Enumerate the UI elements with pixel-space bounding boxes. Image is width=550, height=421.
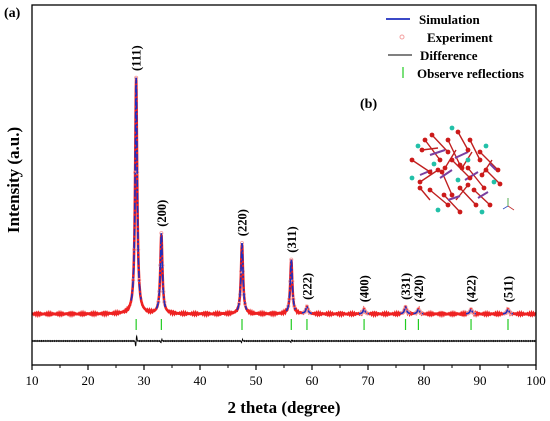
peak-labels: (111) (200) (220) (311) (222) (400) (331)(420)…	[130, 45, 516, 302]
panel-label-a: (a)	[4, 6, 21, 21]
x-axis-ticks: 10 20 30 40 50 60 70 80 90 100	[26, 365, 546, 388]
peak-label: (422)	[465, 275, 479, 302]
difference-line	[31, 334, 537, 347]
x-tick-label: 20	[82, 373, 95, 388]
crystal-structure-inset	[409, 125, 515, 215]
legend-experiment-label: Experiment	[427, 30, 493, 45]
experiment-line	[31, 77, 537, 319]
y-axis-label: Intensity (a.u.)	[4, 127, 23, 233]
peak-label: (420)	[412, 275, 426, 302]
peak-label: (111)	[130, 45, 144, 71]
peak-label: (200)	[155, 200, 169, 227]
legend-simulation-label: Simulation	[419, 12, 480, 27]
simulation-peak	[155, 233, 167, 310]
simulation-peak	[400, 305, 411, 315]
simulation-peak	[413, 308, 424, 315]
difference-series	[31, 334, 537, 347]
legend-difference-label: Difference	[420, 48, 478, 63]
x-tick-label: 10	[26, 373, 39, 388]
simulation-peak	[130, 77, 142, 301]
legend-experiment-swatch	[399, 34, 405, 40]
simulation-peak	[285, 259, 297, 312]
peak-label: (311)	[285, 226, 299, 252]
x-tick-label: 40	[194, 373, 207, 388]
x-tick-label: 70	[362, 373, 375, 388]
peak-label: (220)	[236, 209, 250, 236]
simulation-peak	[465, 308, 477, 315]
peak-label: (222)	[301, 273, 315, 300]
simulation-series	[130, 77, 513, 315]
x-tick-label: 60	[306, 373, 319, 388]
x-tick-label: 30	[138, 373, 151, 388]
x-tick-label: 90	[474, 373, 487, 388]
x-tick-label: 100	[526, 373, 546, 388]
peak-label: (400)	[358, 275, 372, 302]
x-axis-label: 2 theta (degree)	[228, 398, 341, 417]
simulation-peak	[502, 308, 513, 315]
legend: Simulation Experiment Difference Observe…	[386, 12, 524, 81]
simulation-peak	[236, 243, 248, 311]
simulation-peak	[301, 305, 313, 315]
reflection-ticks	[135, 319, 509, 330]
peak-label: (511)	[502, 276, 516, 302]
legend-reflections-label: Observe reflections	[417, 66, 524, 81]
x-tick-label: 80	[418, 373, 431, 388]
x-tick-label: 50	[250, 373, 263, 388]
panel-label-b: (b)	[360, 97, 377, 112]
peak-label: (331)	[399, 273, 413, 300]
simulation-peak	[358, 308, 370, 315]
